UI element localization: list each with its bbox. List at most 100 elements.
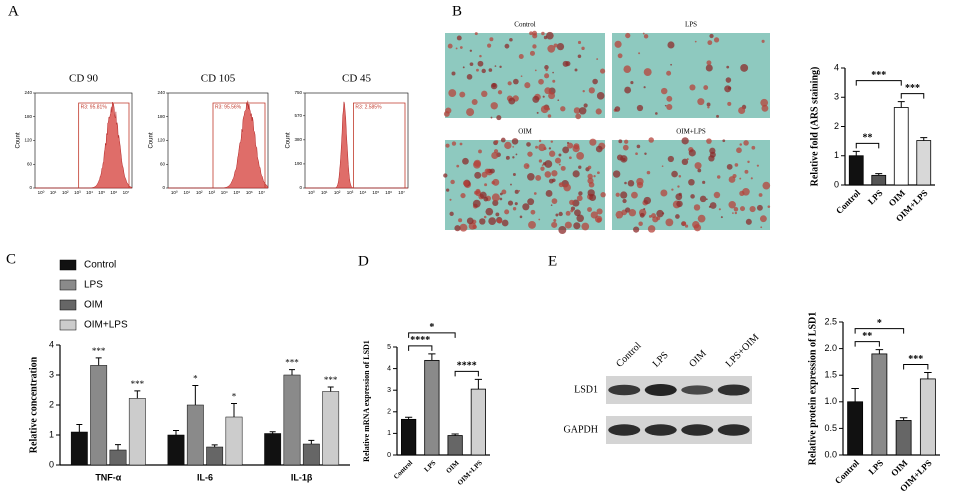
stain-spot	[747, 160, 750, 164]
stain-spot	[448, 89, 457, 97]
stain-spot	[618, 139, 623, 144]
stain-spot	[587, 173, 593, 180]
stain-spot	[524, 82, 531, 89]
stain-spot	[497, 218, 503, 224]
y-axis-label: Relative mRNA expression of LSD1	[362, 340, 371, 462]
y-tick-label: 2	[49, 399, 54, 409]
y-tick-label: 60	[27, 161, 33, 166]
x-tick-label: 10²	[196, 190, 203, 195]
significance-label: ****	[410, 335, 430, 346]
image-label: Control	[514, 21, 535, 29]
stain-spot	[541, 164, 544, 166]
stain-spot	[477, 60, 484, 67]
histogram-title: CD 105	[201, 73, 236, 85]
x-tick-label: IL-1β	[291, 472, 313, 482]
stain-spot	[572, 144, 580, 153]
stain-spot	[538, 78, 544, 85]
stain-spot	[666, 103, 673, 111]
stain-spot	[624, 86, 632, 94]
stain-spot	[643, 86, 646, 89]
stain-spot	[624, 181, 627, 185]
x-tick-label: 10⁷	[123, 190, 130, 195]
stain-spot	[455, 47, 458, 50]
stain-spot	[694, 162, 702, 170]
stain-spot	[488, 217, 497, 225]
stain-spot	[572, 170, 580, 178]
stain-spot	[573, 107, 581, 114]
stain-spot	[491, 193, 500, 202]
x-tick-label: 10⁴	[86, 190, 93, 195]
stain-spot	[639, 212, 645, 218]
x-tick-label: 10³	[347, 190, 354, 195]
y-tick-label: 4	[49, 339, 54, 349]
x-tick-label: Control	[834, 187, 863, 216]
blot-band	[608, 424, 641, 436]
error-bar	[269, 431, 276, 434]
stain-spot	[496, 115, 502, 121]
stain-spot	[716, 114, 719, 118]
stain-spot	[494, 65, 497, 67]
significance-bracket	[903, 364, 929, 370]
y-tick-label: 570	[294, 113, 302, 118]
stain-spot	[592, 78, 598, 85]
bar	[109, 449, 127, 466]
bar	[167, 434, 185, 466]
stain-spot	[466, 108, 475, 117]
stain-spot	[550, 140, 554, 143]
stain-spot	[488, 68, 493, 72]
stain-spot	[515, 153, 518, 156]
stain-spot	[684, 224, 689, 228]
stain-spot	[706, 138, 712, 144]
stain-spot	[760, 226, 763, 229]
stain-spot	[512, 146, 514, 148]
stain-spot	[445, 143, 450, 148]
stain-spot	[532, 30, 538, 36]
x-tick-label: 10³	[208, 190, 215, 195]
stain-spot	[459, 91, 466, 98]
stain-spot	[667, 155, 674, 163]
stain-spot	[463, 180, 469, 187]
y-tick-label: 4	[834, 62, 839, 72]
stain-spot	[536, 111, 539, 114]
significance-mark: ***	[131, 379, 145, 389]
stain-spot	[492, 178, 500, 186]
x-tick-label: 10⁶	[246, 190, 253, 195]
y-axis-label: Relative concentration	[28, 356, 39, 453]
x-tick-label: 10⁰	[38, 190, 45, 195]
stain-spot	[759, 215, 767, 223]
stain-spot	[709, 151, 716, 158]
stain-spot	[510, 183, 512, 186]
y-tick-label: 0.0	[824, 449, 837, 459]
gate-label: R3: 95.56%	[215, 104, 242, 110]
stain-spot	[512, 156, 515, 159]
stain-spot	[490, 116, 493, 119]
stain-spot	[707, 40, 713, 46]
bar	[302, 443, 320, 466]
stain-spot	[648, 137, 654, 143]
stain-spot	[739, 206, 746, 212]
stain-spot	[739, 177, 742, 180]
stain-spot	[456, 164, 460, 168]
stain-spot	[761, 39, 765, 43]
bar	[90, 365, 108, 466]
stain-spot	[459, 223, 468, 232]
stain-spot	[507, 200, 514, 206]
stain-spot	[550, 204, 553, 206]
x-tick-label: 10⁴	[221, 190, 228, 195]
stain-spot	[697, 168, 702, 173]
stain-spot	[576, 151, 585, 160]
stain-spot	[615, 210, 624, 219]
stain-spot	[677, 185, 680, 188]
legend-swatch	[59, 299, 77, 311]
histogram-shape	[305, 101, 408, 189]
stain-spot	[567, 142, 574, 149]
stain-spot	[733, 206, 739, 212]
stain-spot	[548, 92, 556, 100]
error-bar	[289, 369, 295, 375]
stain-spot	[552, 79, 556, 83]
lane-label: Control	[614, 340, 644, 370]
bar	[70, 431, 88, 466]
bar	[225, 416, 243, 466]
legend-label: Control	[84, 260, 116, 271]
stain-spot	[588, 181, 595, 188]
